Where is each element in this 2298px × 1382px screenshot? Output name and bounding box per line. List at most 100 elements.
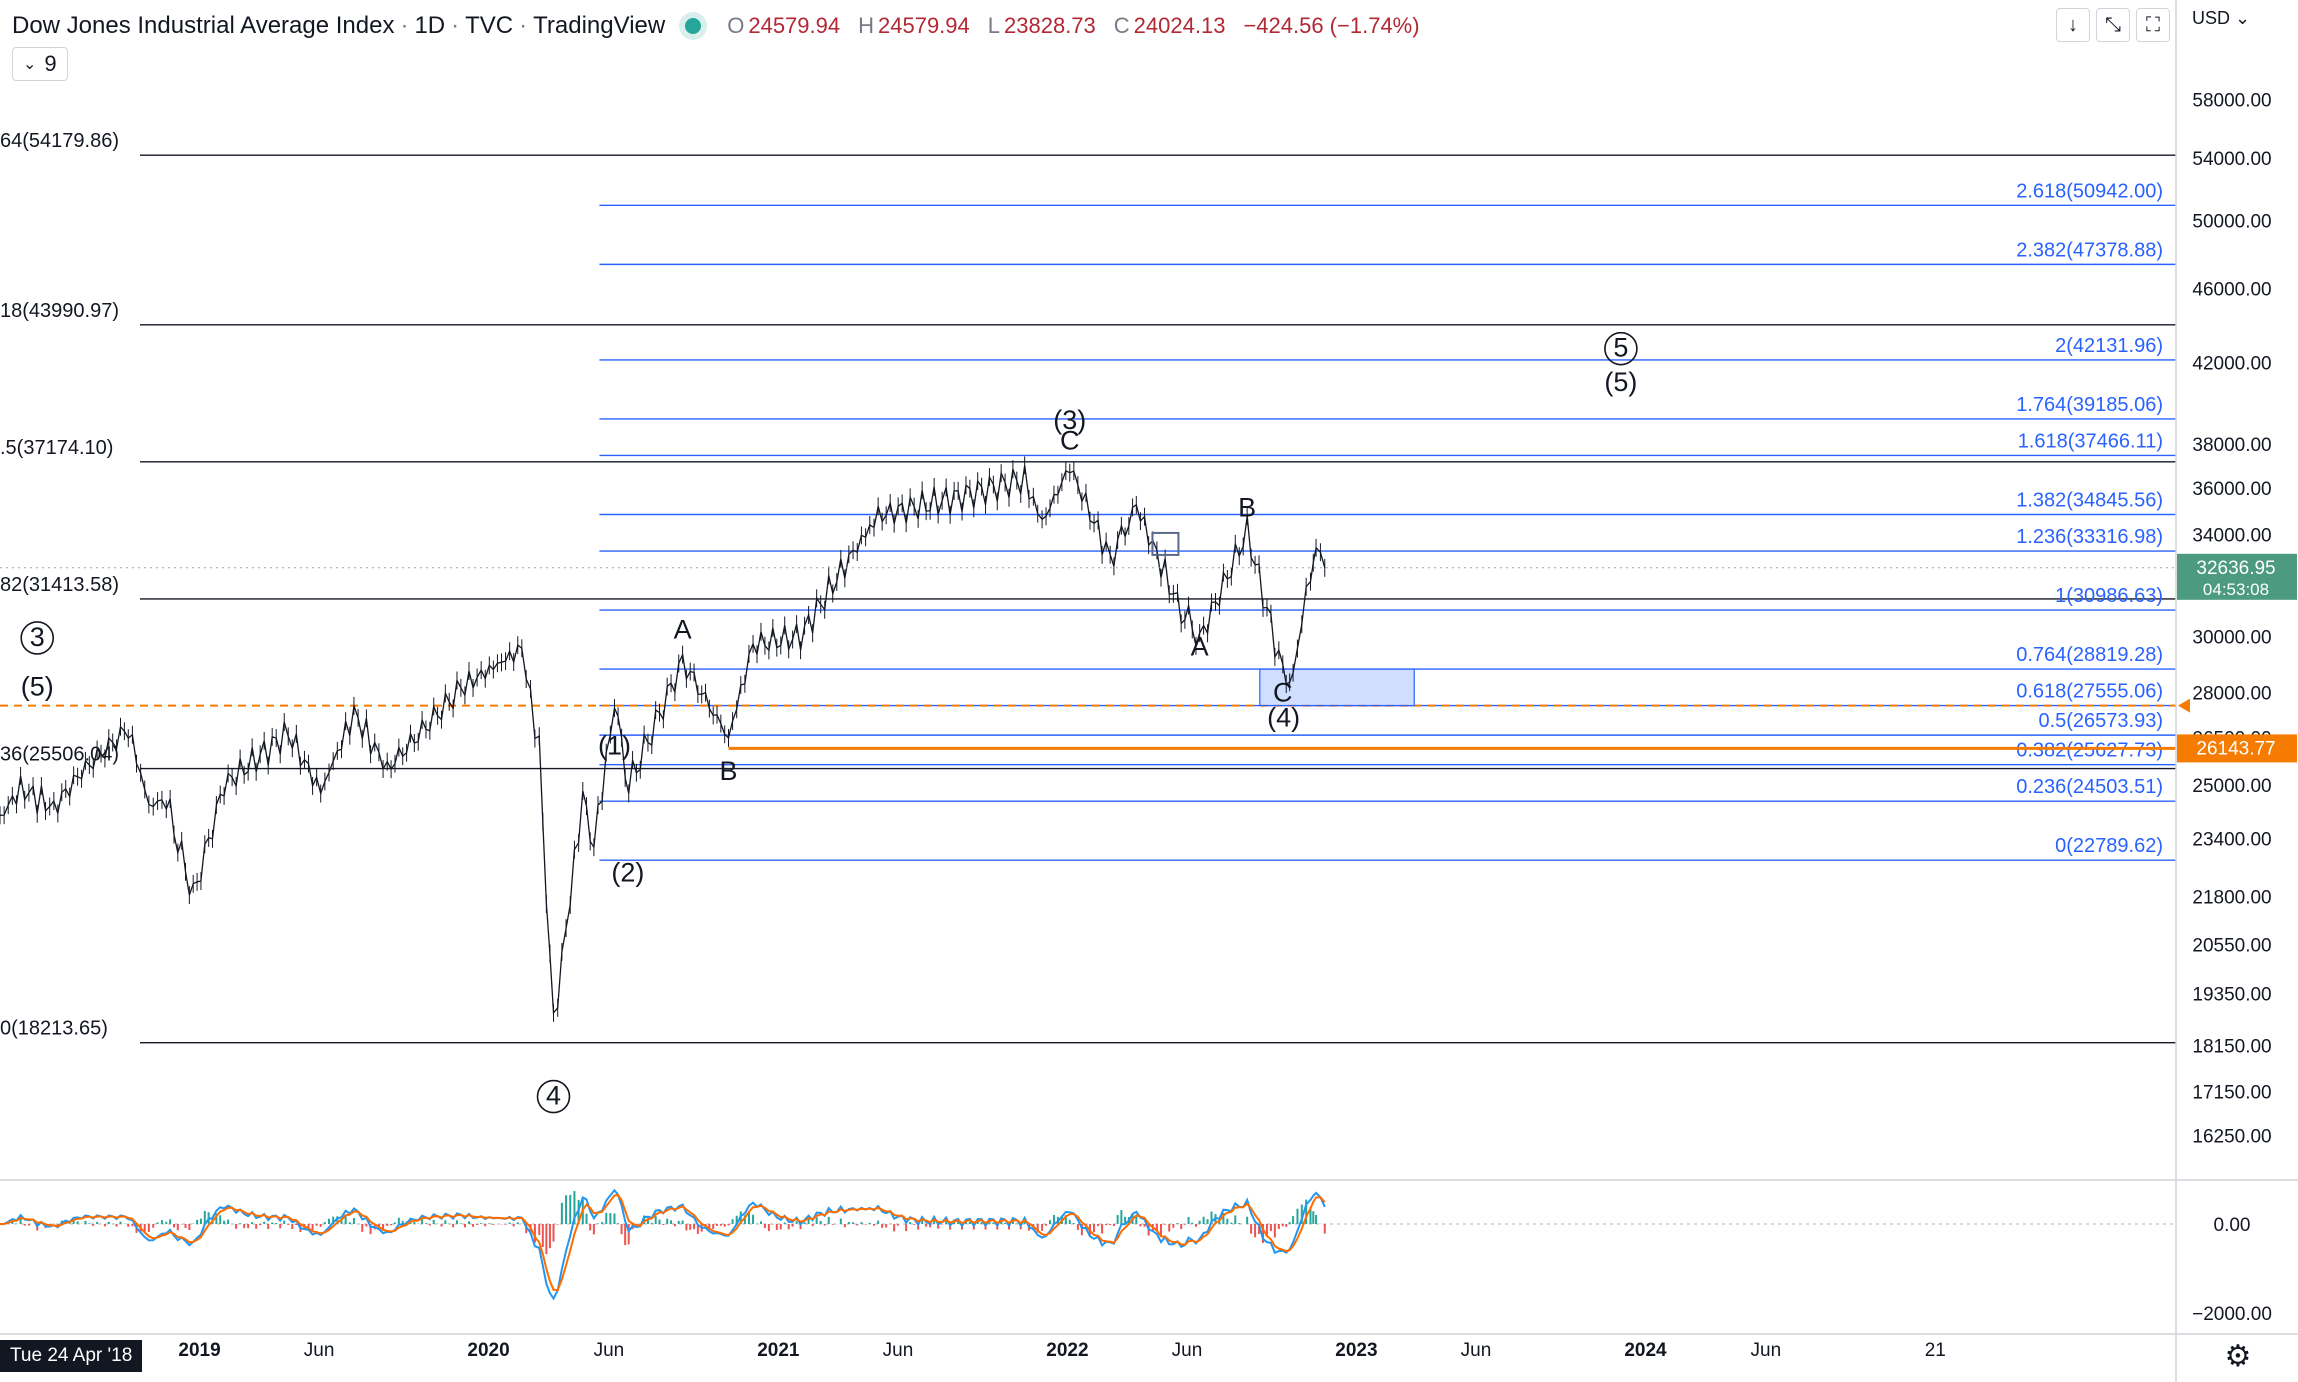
price-tick-label: 16250.00 <box>2192 1127 2271 1148</box>
wave-label: 3 <box>30 622 45 652</box>
price-tick-label: 30000.00 <box>2192 627 2271 648</box>
time-tick-label: Jun <box>594 1340 625 1361</box>
macd-signal-line <box>0 1194 1326 1292</box>
macd-line <box>0 1188 1326 1301</box>
price-tick-label: 25000.00 <box>2192 776 2271 797</box>
price-tick-label: 38000.00 <box>2192 435 2271 456</box>
macd-tick-label: −2000.00 <box>2192 1304 2272 1325</box>
fib-gray-levels: 64(54179.86) 18(43990.97) .5(37174.10) 82(3… <box>0 130 2176 1044</box>
fib-blue-levels: 2.618(50942.00) 2.382(47378.88) 2(42131.96… <box>599 180 2176 861</box>
wave-label: (5) <box>1604 367 1637 397</box>
fib-blue-label: 1.236(33316.98) <box>2016 526 2163 548</box>
time-tick-label: Jun <box>304 1340 335 1361</box>
price-tag-box <box>2177 734 2297 763</box>
fib-gray-label: 64(54179.86) <box>0 130 119 152</box>
price-tick-label: 58000.00 <box>2192 91 2271 112</box>
price-tick-label: 20550.00 <box>2192 935 2271 956</box>
wave-label: (1) <box>598 730 631 760</box>
close-label: C <box>1113 13 1130 38</box>
price-line <box>0 465 1326 1015</box>
fib-blue-label: 1(30986.63) <box>2055 585 2163 607</box>
price-tick-label: 18150.00 <box>2192 1037 2271 1058</box>
time-tick-label: 2021 <box>757 1340 800 1361</box>
fib-blue-label: 2.382(47378.88) <box>2016 239 2163 261</box>
collapse-button[interactable]: ⤡ <box>2096 8 2130 42</box>
change-value: −424.56 (−1.74%) <box>1243 13 1420 38</box>
fullscreen-button[interactable]: ⛶ <box>2136 8 2170 42</box>
fib-blue-label: 1.764(39185.06) <box>2016 394 2163 416</box>
fib-gray-label: 18(43990.97) <box>0 300 119 322</box>
price-tick-label: 54000.00 <box>2192 149 2271 170</box>
price-tag-value: 32636.95 <box>2196 558 2275 579</box>
time-tick-label: 2019 <box>178 1340 220 1361</box>
time-tick-label: 2023 <box>1335 1340 1377 1361</box>
price-tag-countdown: 04:53:08 <box>2203 580 2269 599</box>
time-tick-label: Jun <box>1751 1340 1782 1361</box>
close-value: 24024.13 <box>1133 13 1226 38</box>
price-tag-box <box>2177 553 2297 600</box>
collapse-icon: ⤡ <box>2105 13 2121 36</box>
marker-square <box>1151 531 1180 556</box>
fib-blue-label: 0(22789.62) <box>2055 835 2163 857</box>
wave-label: C <box>1273 677 1293 707</box>
chevron-down-icon: ⌄ <box>23 56 37 73</box>
move-down-button[interactable]: ↓ <box>2056 8 2090 42</box>
fib-gray-label: 0(18213.65) <box>0 1018 108 1040</box>
price-tag-value: 26143.77 <box>2196 738 2275 759</box>
symbol-title[interactable]: Dow Jones Industrial Average Index <box>12 12 395 39</box>
price-tick-label: 17150.00 <box>2192 1083 2271 1104</box>
fib-blue-label: 2.618(50942.00) <box>2016 180 2163 202</box>
time-tick-label: 21 <box>1925 1340 1946 1361</box>
price-series <box>0 456 2176 1022</box>
fib-blue-label: 0.764(28819.28) <box>2016 644 2163 666</box>
time-tick-label: 2022 <box>1046 1340 1088 1361</box>
gear-icon[interactable]: ⚙ <box>2224 1339 2252 1373</box>
indicator-toggle-button[interactable]: ⌄ 9 <box>12 47 68 81</box>
wave-label: B <box>719 756 737 786</box>
macd-tick-label: 0.00 <box>2214 1215 2251 1236</box>
price-tick-label: 19350.00 <box>2192 984 2271 1005</box>
platform-label: TradingView <box>533 12 666 39</box>
wave-label: B <box>1238 493 1256 523</box>
open-value: 24579.94 <box>748 13 841 38</box>
price-tick-label: 34000.00 <box>2192 526 2271 547</box>
fib-blue-label: 0.5(26573.93) <box>2038 710 2163 732</box>
low-value: 23828.73 <box>1004 13 1096 38</box>
separator-dot: · <box>451 12 460 39</box>
fib-blue-label: 0.236(24503.51) <box>2016 776 2163 798</box>
price-tick-label: 28000.00 <box>2192 684 2271 705</box>
price-tick-label: 23400.00 <box>2192 830 2271 851</box>
fib-blue-label: 1.382(34845.56) <box>2016 490 2163 512</box>
wave-label: 4 <box>546 1081 561 1111</box>
low-label: L <box>987 13 1001 38</box>
cursor-date-label: Tue 24 Apr '18 <box>0 1340 143 1372</box>
interval-label[interactable]: 1D <box>414 12 446 39</box>
currency-selector[interactable]: USD ⌄ <box>2192 8 2251 28</box>
fib-blue-label: 1.618(37466.11) <box>2018 430 2163 452</box>
wave-label: A <box>674 615 692 645</box>
time-tick-label: 2024 <box>1624 1340 1667 1361</box>
price-tick-label: 42000.00 <box>2192 353 2271 374</box>
fib-blue-label: 0.618(27555.06) <box>2016 681 2163 703</box>
wave-label: (5) <box>21 671 54 701</box>
price-tick-label: 50000.00 <box>2192 212 2271 233</box>
fib-gray-label: .5(37174.10) <box>0 437 113 459</box>
wave-circle <box>1604 331 1638 366</box>
arrow-down-icon: ↓ <box>2068 13 2078 36</box>
macd-pane: 0.00 −2000.00 <box>0 1188 2272 1325</box>
market-status-icon[interactable] <box>685 18 702 34</box>
currency-label: USD <box>2192 8 2231 28</box>
wave-circle <box>536 1079 571 1114</box>
indicator-count: 9 <box>44 51 57 76</box>
separator-dot: · <box>519 12 528 39</box>
fib-gray-label: 82(31413.58) <box>0 574 119 596</box>
wave-label: (2) <box>611 858 644 888</box>
fib-blue-label: 0.382(25627.73) <box>2016 740 2163 762</box>
wave-label: (4) <box>1267 703 1300 733</box>
price-tick-label: 21800.00 <box>2192 887 2271 908</box>
fullscreen-icon: ⛶ <box>2146 13 2160 36</box>
support-zone <box>1259 668 1415 707</box>
